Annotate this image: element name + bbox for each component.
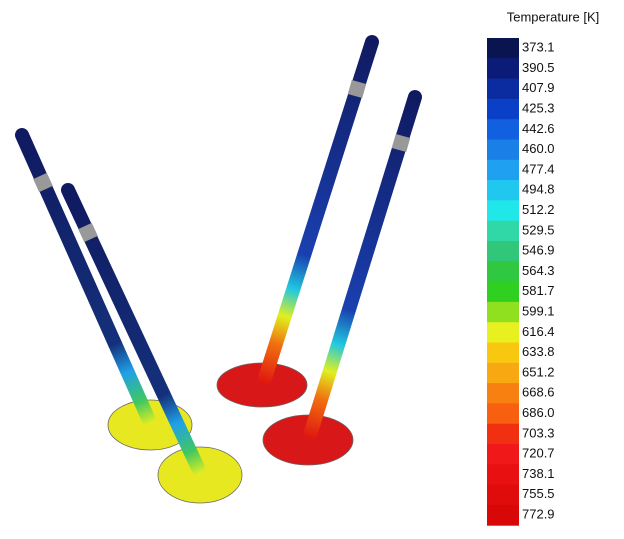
- legend-label: 373.1: [522, 40, 555, 55]
- legend-label: 581.7: [522, 283, 555, 298]
- legend-label: 390.5: [522, 60, 555, 75]
- color-swatch: [487, 38, 519, 59]
- legend-label: 564.3: [522, 263, 555, 278]
- color-swatch: [487, 200, 519, 221]
- legend-label: 599.1: [522, 303, 555, 318]
- legend-label: 686.0: [522, 405, 555, 420]
- legend-label: 442.6: [522, 121, 555, 136]
- legend-label: 755.5: [522, 486, 555, 501]
- legend-label: 738.1: [522, 466, 555, 481]
- color-swatch: [487, 58, 519, 79]
- legend-label: 477.4: [522, 161, 555, 176]
- color-swatch: [487, 383, 519, 404]
- legend-label: 460.0: [522, 141, 555, 156]
- legend-label: 494.8: [522, 182, 555, 197]
- legend-label: 546.9: [522, 243, 555, 258]
- color-swatch: [487, 302, 519, 323]
- color-swatch: [487, 119, 519, 140]
- legend-label: 633.8: [522, 344, 555, 359]
- color-swatch: [487, 444, 519, 465]
- color-swatch: [487, 221, 519, 242]
- color-swatch: [487, 464, 519, 485]
- color-swatch: [487, 180, 519, 201]
- color-swatch: [487, 363, 519, 384]
- legend-title: Temperature [K]: [507, 9, 600, 24]
- color-swatch: [487, 424, 519, 445]
- color-swatch: [487, 322, 519, 343]
- legend-label: 425.3: [522, 100, 555, 115]
- legend-label: 668.6: [522, 385, 555, 400]
- legend-label: 529.5: [522, 222, 555, 237]
- color-swatch: [487, 343, 519, 364]
- valve: [68, 190, 242, 503]
- color-swatch: [487, 261, 519, 282]
- color-swatch: [487, 140, 519, 161]
- colorbar: 373.1 390.5 407.9 425.3 442.6 460.0 477.4 494.8…: [487, 38, 555, 526]
- legend-label: 772.9: [522, 506, 555, 521]
- legend-label: 720.7: [522, 446, 555, 461]
- color-swatch: [487, 505, 519, 526]
- scene: Temperature [K] 373.1 390.5 407.9 425.3 442.…: [0, 0, 624, 539]
- color-swatch: [487, 403, 519, 424]
- color-swatch: [487, 79, 519, 100]
- valve: [217, 42, 372, 407]
- color-swatch: [487, 485, 519, 506]
- color-swatch: [487, 160, 519, 181]
- color-swatch: [487, 282, 519, 303]
- legend-label: 616.4: [522, 324, 555, 339]
- legend-label: 651.2: [522, 364, 555, 379]
- legend-label: 512.2: [522, 202, 555, 217]
- legend-label: 703.3: [522, 425, 555, 440]
- legend-label: 407.9: [522, 80, 555, 95]
- color-swatch: [487, 99, 519, 120]
- color-swatch: [487, 241, 519, 262]
